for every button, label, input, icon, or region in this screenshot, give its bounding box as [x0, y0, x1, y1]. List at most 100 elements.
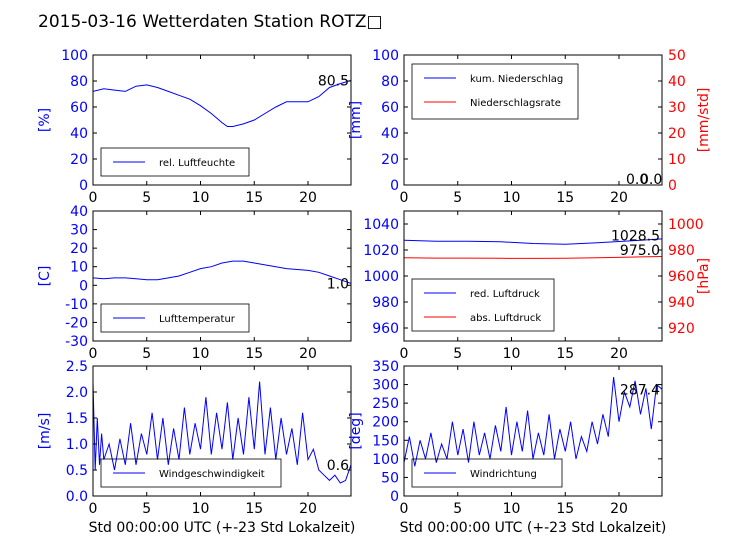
x-tick-label: 10 — [503, 501, 521, 517]
y-tick-label: 0 — [79, 178, 88, 194]
y-tick-label: 1.5 — [66, 411, 88, 427]
legend: rel. Luftfeuchte — [100, 147, 250, 177]
legend-label: Windrichtung — [470, 469, 537, 480]
x-tick-label: 10 — [192, 346, 210, 362]
y-axis-label: [%] — [37, 108, 53, 132]
last-value-label: 80.5 — [318, 73, 349, 89]
last-value-label: 287.4 — [620, 382, 660, 398]
legend-box — [411, 458, 563, 488]
y2-tick-label: 960 — [668, 269, 695, 285]
plot-frame — [92, 365, 352, 497]
y2-tick-label: 0 — [668, 178, 677, 194]
y-axis-label: [deg] — [348, 412, 364, 449]
x-tick-label: 0 — [400, 190, 409, 206]
y2-tick-label: 940 — [668, 295, 695, 311]
y-tick-label: -10 — [65, 297, 88, 313]
y-tick-label: 0 — [390, 178, 399, 194]
y2-tick-label: 10 — [668, 152, 686, 168]
x-tick-label: 20 — [610, 190, 628, 206]
legend-label: kum. Niederschlag — [470, 74, 563, 85]
y2-tick-label: 980 — [668, 243, 695, 259]
series-line-humidity-0 — [93, 79, 351, 127]
x-tick-label: 5 — [453, 501, 462, 517]
legend-box — [100, 303, 250, 333]
y-tick-label: 0.5 — [66, 463, 88, 479]
y-tick-label: 150 — [372, 433, 399, 449]
y2-tick-label: 1000 — [668, 217, 704, 233]
y-tick-label: 80 — [381, 74, 399, 90]
y-tick-label: 100 — [61, 48, 88, 64]
x-tick-label: 5 — [142, 190, 151, 206]
legend-label: abs. Luftdruck — [470, 313, 541, 324]
legend-box — [100, 147, 250, 177]
series-line-pressure-0 — [404, 238, 662, 245]
y-tick-label: 30 — [70, 223, 88, 239]
last-value-label: 0.0 — [626, 172, 648, 188]
legend: red. Luftdruck abs. Luftdruck — [411, 278, 555, 332]
figure-title: 2015-03-16 Wetterdaten Station ROTZ□ — [38, 12, 383, 32]
y2-tick-label: 920 — [668, 321, 695, 337]
y-tick-label: 80 — [70, 74, 88, 90]
plot-frame — [403, 54, 663, 186]
x-tick-label: 0 — [89, 346, 98, 362]
y-axis-label: [C] — [37, 266, 53, 287]
y-tick-label: 0.0 — [66, 489, 88, 505]
y-tick-label: 1020 — [363, 243, 399, 259]
x-tick-label: 10 — [192, 501, 210, 517]
x-tick-label: 10 — [192, 190, 210, 206]
y-tick-label: 1040 — [363, 217, 399, 233]
plot-frame — [92, 210, 352, 342]
series-line-wind-0 — [93, 381, 351, 484]
y-tick-label: 350 — [372, 359, 399, 375]
x-tick-label: 15 — [245, 346, 263, 362]
y-tick-label: 40 — [381, 126, 399, 142]
plot-frame — [403, 365, 663, 497]
y-tick-label: 960 — [372, 321, 399, 337]
y-tick-label: 40 — [70, 204, 88, 220]
legend-box — [100, 458, 282, 488]
x-tick-label: 0 — [400, 346, 409, 362]
x-tick-label: 0 — [89, 501, 98, 517]
y-tick-label: 2.5 — [66, 359, 88, 375]
x-tick-label: 15 — [245, 501, 263, 517]
x-tick-label: 0 — [89, 190, 98, 206]
panel-precip: 0 5 10 15 20 0 20 40 60 80 100 0 10 20 30 40 50 [mm] [mm/s… — [348, 48, 712, 206]
x-tick-label: 20 — [610, 501, 628, 517]
x-tick-label: 15 — [556, 190, 574, 206]
y-tick-label: 100 — [372, 452, 399, 468]
y-axis-label: [mm] — [348, 101, 364, 139]
legend: Lufttemperatur — [100, 303, 250, 333]
x-tick-label: 15 — [245, 190, 263, 206]
legend-label: Windgeschwindigkeit — [159, 469, 265, 480]
x-tick-label: 0 — [400, 501, 409, 517]
y-tick-label: 40 — [70, 126, 88, 142]
y-axis-label: [m/s] — [37, 413, 53, 450]
y-tick-label: 2.0 — [66, 385, 88, 401]
y-tick-label: 1000 — [363, 269, 399, 285]
x-tick-label: 5 — [453, 346, 462, 362]
legend: Windgeschwindigkeit — [100, 458, 282, 488]
y-tick-label: -30 — [65, 334, 88, 350]
x-axis-label: Std 00:00:00 UTC (+-23 Std Lokalzeit) — [89, 520, 356, 536]
y-tick-label: 20 — [70, 241, 88, 257]
y-tick-label: 10 — [70, 260, 88, 276]
y-tick-label: -20 — [65, 315, 88, 331]
y2-tick-label: 50 — [668, 48, 686, 64]
x-tick-label: 20 — [299, 501, 317, 517]
plot-frame — [92, 54, 352, 186]
y-tick-label: 0 — [79, 278, 88, 294]
y-tick-label: 20 — [70, 152, 88, 168]
x-tick-label: 20 — [299, 190, 317, 206]
last-value-label: 1.0 — [327, 276, 349, 292]
legend: Windrichtung — [411, 458, 563, 488]
y-tick-label: 60 — [381, 100, 399, 116]
y-tick-label: 250 — [372, 396, 399, 412]
x-tick-label: 10 — [503, 346, 521, 362]
y2-tick-label: 40 — [668, 74, 686, 90]
x-tick-label: 20 — [610, 346, 628, 362]
y2-tick-label: 20 — [668, 126, 686, 142]
legend-box — [411, 63, 579, 120]
